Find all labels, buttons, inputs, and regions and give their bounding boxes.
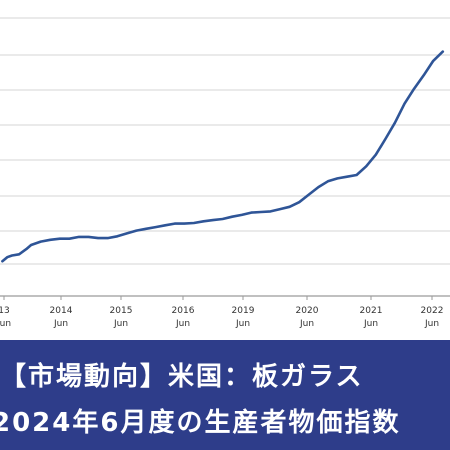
data-point xyxy=(78,236,80,238)
data-point xyxy=(231,215,233,218)
data-point xyxy=(355,174,358,176)
x-tick-label-year: 2019 xyxy=(232,306,255,316)
chart-area: 13 Jun 2014 Jun 2015 Jun 2016 Jun 2019 Jun 2020 Jun… xyxy=(0,17,450,329)
data-point xyxy=(288,206,291,208)
x-tick-label-year: 2014 xyxy=(50,306,73,316)
data-point xyxy=(193,222,195,224)
x-tick-label-month: Jun xyxy=(53,319,68,329)
data-point xyxy=(6,256,8,258)
data-point xyxy=(413,87,415,90)
banner-title-line-1: 【市場動向】米国：板ガラス xyxy=(0,362,364,392)
data-point xyxy=(59,237,61,240)
data-point xyxy=(336,177,339,180)
data-point xyxy=(1,260,4,263)
data-point xyxy=(87,236,90,238)
data-point xyxy=(11,254,13,257)
series-line xyxy=(1,50,445,263)
data-point xyxy=(384,138,387,140)
data-point xyxy=(135,229,138,232)
data-point xyxy=(250,211,253,214)
x-tick-label-month: Jun xyxy=(299,319,314,329)
data-point xyxy=(145,228,147,230)
data-point xyxy=(49,239,52,241)
data-point xyxy=(202,220,205,223)
banner-title-line-2: 2024年6月度の生産者物価指数 xyxy=(0,408,401,438)
data-point xyxy=(298,201,301,203)
data-point xyxy=(269,210,272,213)
title-banner: 【市場動向】米国：板ガラス 2024年6月度の生産者物価指数 xyxy=(0,340,450,450)
data-point xyxy=(374,153,377,156)
x-tick-label-year: 2021 xyxy=(360,306,383,316)
data-point xyxy=(126,232,128,235)
data-point xyxy=(432,60,435,62)
data-point xyxy=(212,219,214,221)
x-tick-label-year: 2016 xyxy=(172,306,195,316)
x-tick-label-year: 2022 xyxy=(421,306,444,316)
x-tick-label-year: 2020 xyxy=(296,306,319,316)
data-point xyxy=(68,237,71,240)
x-tick-label-month: Jun xyxy=(0,319,11,329)
x-tick-label-year: 13 xyxy=(0,306,10,316)
data-point xyxy=(173,222,176,225)
data-point xyxy=(183,222,186,225)
data-point xyxy=(422,74,425,77)
data-point xyxy=(403,102,406,105)
data-point xyxy=(307,193,310,196)
data-point xyxy=(279,208,281,210)
x-tick-label-month: Jun xyxy=(235,319,250,329)
data-point xyxy=(394,122,396,124)
data-point xyxy=(442,50,444,53)
x-tick-label-month: Jun xyxy=(424,319,439,329)
data-point xyxy=(106,237,109,239)
data-point xyxy=(346,175,348,178)
data-point xyxy=(30,244,32,246)
x-tick-label-month: Jun xyxy=(363,319,378,329)
data-point xyxy=(116,235,119,238)
data-point xyxy=(317,186,320,188)
data-point xyxy=(97,237,99,239)
data-point xyxy=(221,218,224,220)
x-tick-label-month: Jun xyxy=(175,319,190,329)
data-point xyxy=(164,224,166,227)
x-tick-label-month: Jun xyxy=(113,319,128,329)
data-point xyxy=(260,211,262,213)
data-point xyxy=(25,248,28,250)
data-point xyxy=(154,226,157,228)
line-chart: 13 Jun 2014 Jun 2015 Jun 2016 Jun 2019 Jun 2020 Jun… xyxy=(0,17,450,329)
x-tick-label-year: 2015 xyxy=(110,306,133,316)
data-point xyxy=(240,214,243,216)
data-point xyxy=(18,253,20,256)
data-point xyxy=(39,240,42,243)
data-point xyxy=(327,180,329,183)
data-point xyxy=(365,165,368,168)
